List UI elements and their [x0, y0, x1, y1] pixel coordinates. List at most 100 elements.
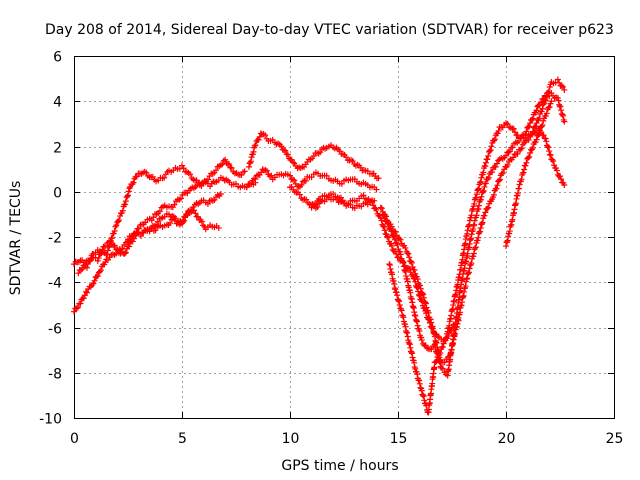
y-tick-label: -8 [48, 367, 62, 383]
data-point [111, 227, 118, 234]
x-tick-label: 10 [282, 431, 300, 447]
data-point [490, 191, 497, 198]
data-point [418, 337, 425, 344]
series-track-j [386, 76, 568, 416]
data-point [377, 204, 384, 211]
data-point [287, 172, 293, 179]
data-point [405, 250, 412, 257]
data-point [115, 218, 122, 225]
data-point [96, 268, 103, 275]
data-point [373, 206, 380, 213]
data-point [395, 297, 402, 304]
data-point [349, 158, 356, 165]
data-point [475, 234, 482, 241]
data-point [388, 242, 395, 249]
data-point [545, 88, 552, 95]
data-point [114, 246, 121, 253]
data-point [522, 162, 529, 169]
y-tick-label: 6 [53, 50, 62, 66]
data-point [241, 168, 248, 175]
data-point [171, 201, 178, 208]
data-point [492, 163, 499, 170]
data-point [428, 319, 435, 326]
data-point [420, 294, 427, 301]
data-point [545, 89, 552, 96]
data-point [411, 267, 418, 274]
data-point [388, 223, 395, 230]
data-point [474, 237, 481, 244]
data-point [509, 144, 516, 151]
data-point [555, 97, 562, 104]
data-point [104, 247, 111, 254]
data-point [291, 177, 298, 184]
data-point [380, 222, 387, 229]
data-point [499, 170, 506, 177]
data-point [124, 193, 131, 200]
data-point [527, 149, 534, 156]
series-track-c [75, 191, 224, 277]
data-point [79, 266, 86, 273]
data-point [470, 253, 477, 260]
data-point [422, 300, 429, 307]
data-point [415, 288, 422, 295]
data-point [543, 93, 550, 100]
data-point [378, 217, 385, 224]
data-point [91, 277, 98, 284]
data-point [419, 290, 426, 297]
data-point [179, 220, 185, 227]
data-point [122, 198, 129, 205]
data-point [487, 147, 494, 154]
data-point [504, 161, 511, 168]
data-point [407, 258, 414, 265]
data-point [484, 176, 491, 183]
data-point [373, 186, 380, 193]
data-point [284, 151, 291, 158]
data-point [557, 103, 564, 110]
data-point [312, 201, 319, 208]
data-point [187, 171, 194, 178]
data-point [529, 115, 536, 122]
y-tick-label: -2 [48, 231, 62, 247]
x-tick-label: 20 [498, 431, 516, 447]
data-point [478, 174, 485, 181]
data-point [556, 79, 563, 86]
data-point [494, 182, 501, 189]
data-point [527, 120, 534, 127]
data-point [247, 159, 254, 166]
data-point [559, 111, 566, 118]
data-point [546, 84, 553, 91]
y-tick-label: 4 [53, 95, 62, 111]
data-point [126, 243, 133, 250]
series-track-e [245, 130, 382, 182]
data-point [472, 244, 479, 251]
data-point [102, 243, 109, 250]
data-point [245, 163, 252, 170]
data-points [71, 76, 568, 416]
data-point [381, 227, 388, 234]
y-tick-label: 0 [53, 186, 62, 202]
data-point [77, 300, 84, 307]
data-point [488, 169, 495, 176]
data-point [323, 172, 330, 179]
data-point [125, 236, 131, 243]
data-point [125, 188, 132, 195]
data-point [482, 159, 489, 166]
data-point [425, 309, 432, 316]
data-point [488, 143, 495, 150]
data-point [384, 233, 391, 240]
data-point [143, 169, 150, 176]
data-point [493, 185, 500, 192]
data-point [111, 242, 118, 249]
data-point [518, 176, 525, 183]
data-point [535, 131, 542, 138]
data-point [528, 116, 535, 123]
data-point [378, 205, 385, 212]
data-point [252, 176, 259, 183]
y-tick-label: -6 [48, 322, 62, 338]
data-point [222, 156, 229, 163]
data-point [547, 152, 554, 159]
series-track-a [71, 156, 248, 271]
data-point [550, 158, 557, 165]
data-point [523, 128, 530, 135]
